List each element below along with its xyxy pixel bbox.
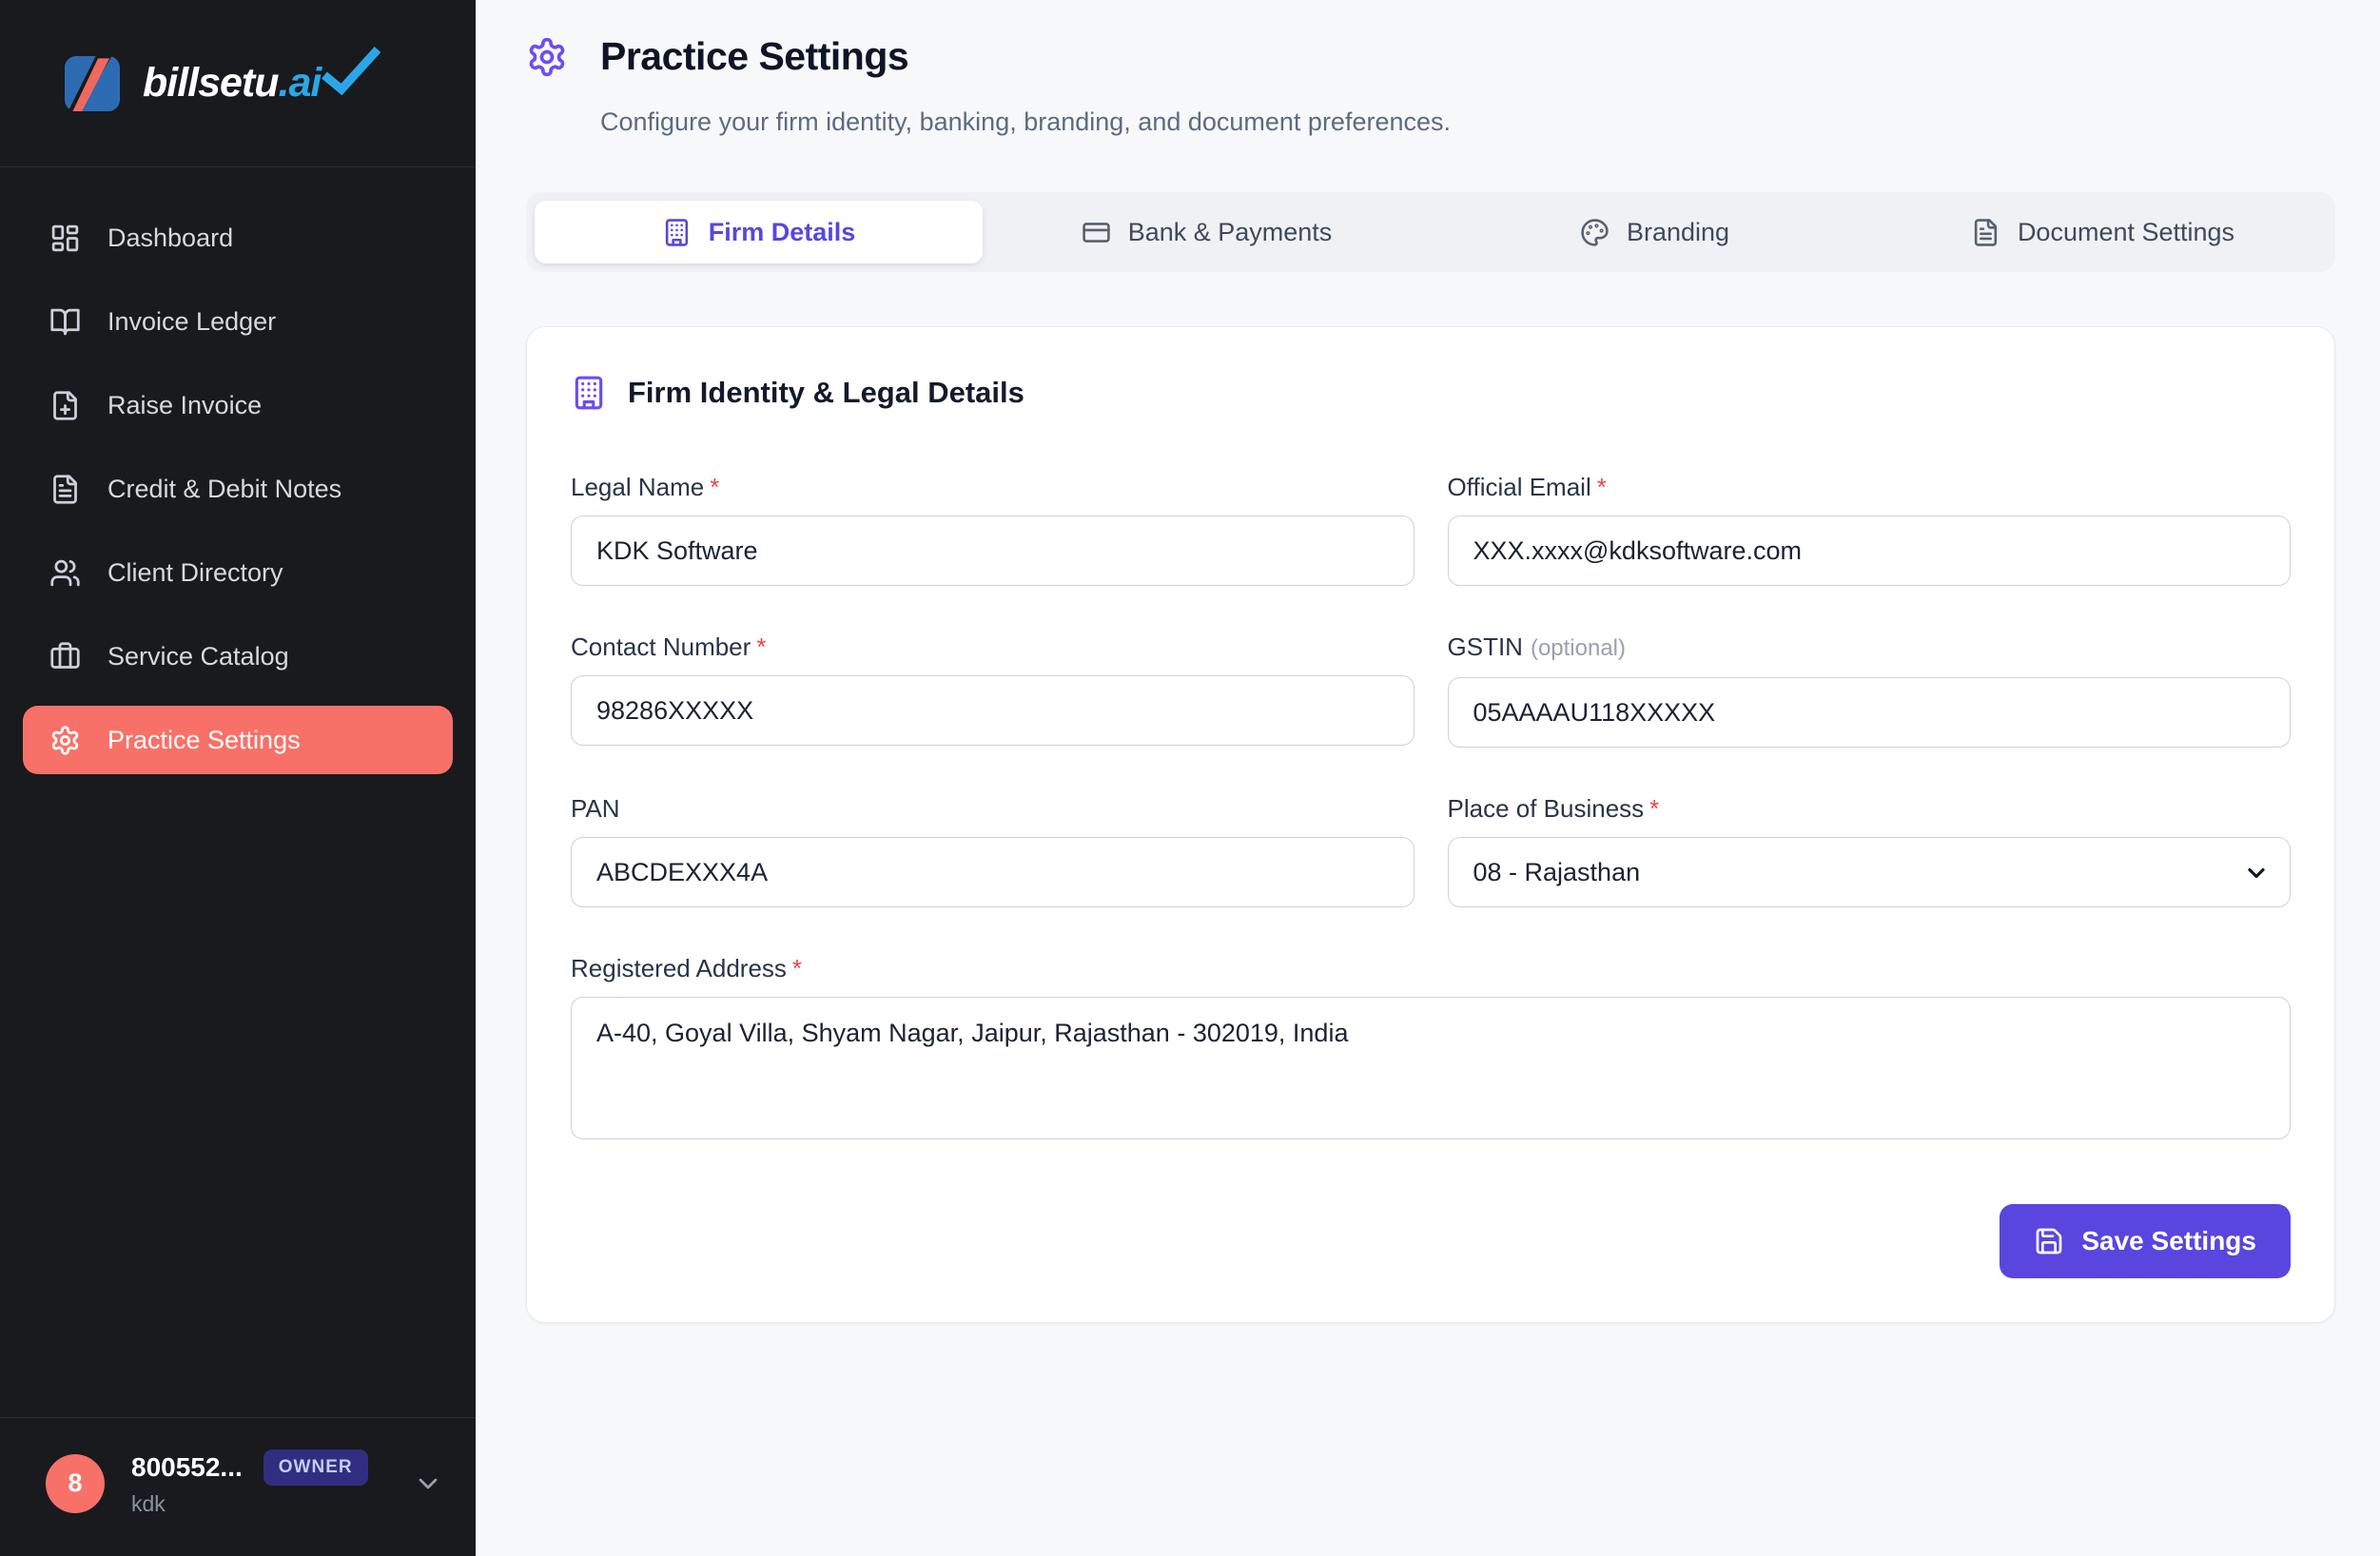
briefcase-icon — [50, 641, 80, 669]
required-mark: * — [791, 954, 803, 982]
page-subtitle: Configure your firm identity, banking, b… — [600, 107, 1452, 136]
book-open-icon — [50, 308, 80, 335]
contact-number-input[interactable] — [571, 675, 1414, 746]
brand-name: billsetu.ai — [143, 46, 381, 107]
page-header: Practice Settings — [526, 34, 2335, 79]
label-text: Registered Address — [571, 954, 787, 982]
required-mark: * — [1649, 794, 1660, 823]
label-text: Contact Number — [571, 632, 751, 661]
user-meta: 800552... OWNER kdk — [131, 1449, 368, 1517]
sidebar-item-credit-debit-notes[interactable]: Credit & Debit Notes — [23, 455, 453, 523]
dashboard-icon — [51, 224, 79, 251]
tab-label: Bank & Payments — [1127, 217, 1333, 246]
main-content: Practice Settings Configure your firm id… — [476, 0, 2380, 1556]
gear-icon — [529, 37, 565, 76]
file-text-icon — [1974, 218, 1998, 246]
sidebar-item-invoice-ledger[interactable]: Invoice Ledger — [23, 287, 453, 356]
label-text: Legal Name — [571, 473, 705, 501]
field-registered-address: Registered Address * A-40, Goyal Villa, S… — [571, 953, 2291, 1139]
brand-name-main: billsetu — [143, 60, 280, 106]
tab-label: Document Settings — [2017, 217, 2235, 246]
card-actions: Save Settings — [571, 1204, 2291, 1278]
file-text-icon — [53, 474, 77, 504]
user-org: kdk — [131, 1491, 166, 1516]
settings-tabs: Firm Details Bank & Payments Branding Do… — [526, 192, 2335, 272]
chevron-down-icon[interactable] — [413, 1468, 443, 1499]
user-name: 800552... — [131, 1452, 243, 1482]
gear-icon — [51, 725, 79, 755]
official-email-input[interactable] — [1447, 515, 2291, 586]
field-place-of-business: Place of Business * 08 - Rajasthan — [1447, 793, 2292, 907]
required-mark: * — [710, 473, 720, 501]
label-text: Place of Business — [1447, 794, 1645, 823]
sidebar-item-raise-invoice[interactable]: Raise Invoice — [23, 371, 453, 439]
place-of-business-select-wrap: 08 - Rajasthan — [1447, 837, 2291, 907]
sidebar-item-label: Client Directory — [107, 557, 283, 587]
sidebar-item-label: Invoice Ledger — [107, 306, 277, 336]
place-of-business-label: Place of Business * — [1448, 793, 2292, 824]
save-settings-label: Save Settings — [2081, 1226, 2256, 1255]
file-plus-icon — [53, 390, 77, 420]
label-text: Official Email — [1447, 473, 1591, 501]
brand-name-accent: .ai — [278, 60, 322, 106]
pan-input[interactable] — [571, 837, 1414, 907]
credit-card-icon — [1082, 222, 1110, 243]
sidebar-item-practice-settings[interactable]: Practice Settings — [23, 706, 453, 774]
user-menu[interactable]: 8 800552... OWNER kdk — [0, 1417, 476, 1556]
brand-check-icon — [322, 46, 381, 96]
sidebar-item-label: Practice Settings — [107, 725, 301, 754]
avatar: 8 — [46, 1453, 105, 1513]
users-icon — [50, 559, 80, 586]
tab-label: Branding — [1626, 217, 1730, 246]
tab-document-settings[interactable]: Document Settings — [1879, 201, 2327, 263]
firm-details-card: Firm Identity & Legal Details Legal Name… — [526, 326, 2335, 1323]
building-icon — [665, 218, 688, 246]
required-mark: * — [1596, 473, 1607, 501]
label-text: PAN — [571, 794, 620, 823]
pan-label: PAN — [571, 793, 1414, 824]
sidebar-item-label: Dashboard — [107, 223, 234, 252]
tab-label: Firm Details — [708, 217, 856, 246]
sidebar: billsetu.ai Dashboard Invoice Ledger Rai… — [0, 0, 476, 1556]
role-badge: OWNER — [263, 1449, 368, 1486]
sidebar-item-dashboard[interactable]: Dashboard — [23, 204, 453, 272]
field-pan: PAN — [571, 793, 1414, 907]
sidebar-item-service-catalog[interactable]: Service Catalog — [23, 622, 453, 690]
required-mark: * — [756, 632, 767, 661]
sidebar-nav: Dashboard Invoice Ledger Raise Invoice C… — [0, 167, 476, 789]
legal-name-input[interactable] — [571, 515, 1414, 586]
building-icon — [575, 376, 603, 410]
brand-logo: billsetu.ai — [0, 0, 476, 167]
field-official-email: Official Email * — [1447, 472, 2292, 586]
sidebar-item-label: Raise Invoice — [107, 390, 263, 419]
sidebar-item-label: Service Catalog — [107, 641, 289, 671]
card-header: Firm Identity & Legal Details — [571, 375, 2291, 411]
sidebar-item-client-directory[interactable]: Client Directory — [23, 538, 453, 607]
official-email-label: Official Email * — [1448, 472, 2292, 502]
optional-note: (optional) — [1530, 635, 1627, 661]
save-settings-button[interactable]: Save Settings — [2000, 1204, 2291, 1278]
legal-name-label: Legal Name * — [571, 472, 1414, 502]
registered-address-textarea[interactable]: A-40, Goyal Villa, Shyam Nagar, Jaipur, … — [571, 997, 2291, 1139]
tab-firm-details[interactable]: Firm Details — [535, 201, 983, 263]
card-title: Firm Identity & Legal Details — [628, 376, 1024, 409]
firm-details-form: Legal Name* Official Email* Contact Numb… — [571, 472, 2291, 1139]
gstin-label: GSTIN (optional) — [1448, 632, 2292, 664]
place-of-business-select[interactable]: 08 - Rajasthan — [1447, 837, 2291, 907]
page-title: Practice Settings — [600, 34, 909, 78]
field-legal-name: Legal Name * — [571, 472, 1414, 586]
tab-branding[interactable]: Branding — [1431, 201, 1879, 263]
field-contact-number: Contact Number * — [571, 632, 1414, 748]
sidebar-item-label: Credit & Debit Notes — [107, 474, 342, 503]
save-icon — [2037, 1228, 2062, 1255]
brand-logo-icon — [65, 55, 120, 111]
contact-number-label: Contact Number * — [571, 632, 1414, 662]
gstin-input[interactable] — [1447, 677, 2291, 748]
label-text: GSTIN — [1447, 632, 1523, 661]
tab-bank-payments[interactable]: Bank & Payments — [983, 201, 1431, 263]
registered-address-label: Registered Address * — [571, 953, 2291, 983]
palette-icon — [1581, 218, 1609, 246]
field-gstin: GSTIN (optional) — [1447, 632, 2292, 748]
